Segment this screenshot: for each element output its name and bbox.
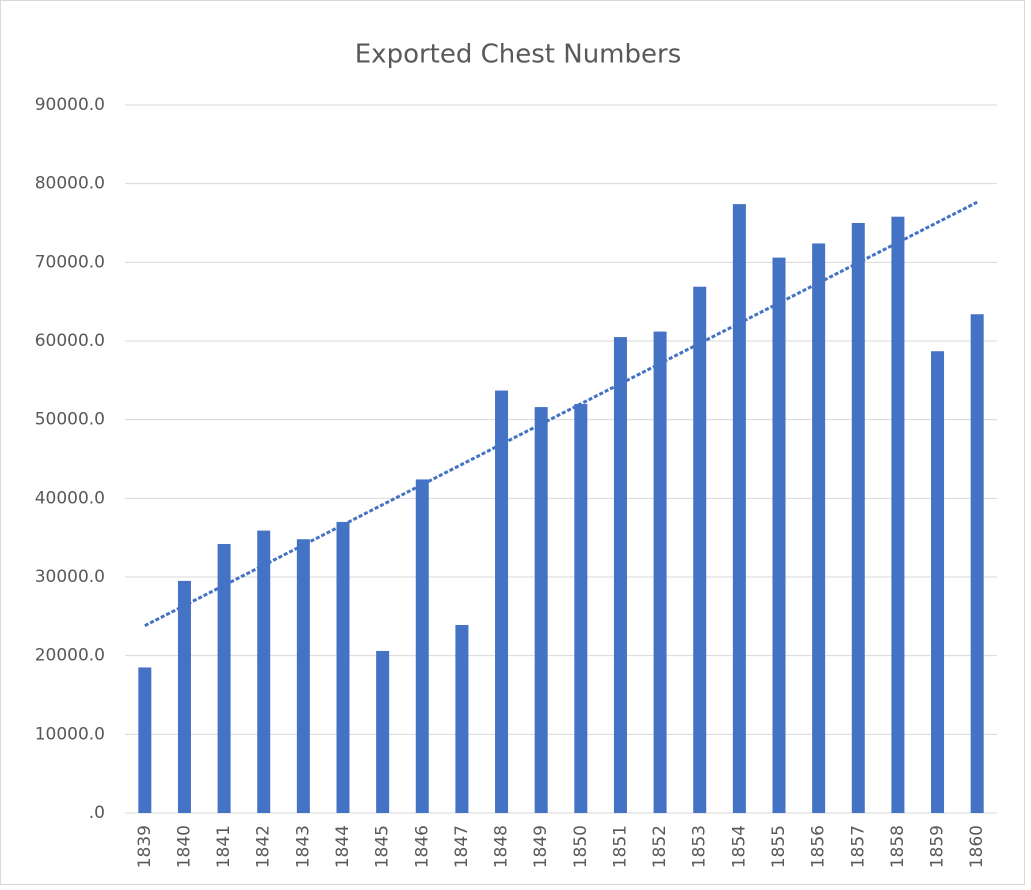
bar bbox=[296, 539, 310, 813]
bar bbox=[455, 624, 469, 813]
bar bbox=[613, 337, 627, 813]
x-tick-label: 1845 bbox=[373, 825, 393, 868]
y-tick-label: 60000.0 bbox=[35, 331, 105, 351]
y-tick-label: 90000.0 bbox=[35, 95, 105, 115]
bar bbox=[138, 667, 152, 813]
chart-title: Exported Chest Numbers bbox=[355, 40, 682, 70]
bar bbox=[217, 543, 231, 813]
x-tick-label: 1840 bbox=[174, 825, 194, 868]
x-tick-label: 1844 bbox=[333, 825, 353, 868]
x-tick-label: 1849 bbox=[531, 825, 551, 868]
y-tick-label: .0 bbox=[89, 803, 105, 823]
bar bbox=[931, 351, 945, 813]
bar bbox=[891, 216, 905, 813]
x-tick-label: 1855 bbox=[769, 825, 789, 868]
x-tick-label: 1839 bbox=[135, 825, 155, 868]
x-tick-label: 1843 bbox=[293, 825, 313, 868]
y-tick-label: 40000.0 bbox=[35, 488, 105, 508]
bar bbox=[495, 390, 509, 813]
x-tick-label: 1856 bbox=[809, 825, 829, 868]
x-tick-label: 1857 bbox=[848, 825, 868, 868]
x-tick-label: 1854 bbox=[729, 825, 749, 868]
x-tick-label: 1848 bbox=[492, 825, 512, 868]
bar bbox=[772, 257, 786, 813]
y-tick-label: 30000.0 bbox=[35, 567, 105, 587]
x-tick-label: 1850 bbox=[571, 825, 591, 868]
x-tick-label: 1859 bbox=[928, 825, 948, 868]
y-tick-label: 20000.0 bbox=[35, 646, 105, 666]
x-tick-label: 1853 bbox=[690, 825, 710, 868]
x-tick-label: 1860 bbox=[967, 825, 987, 868]
y-tick-label: 70000.0 bbox=[35, 252, 105, 272]
bar bbox=[336, 521, 350, 813]
x-tick-label: 1847 bbox=[452, 825, 472, 868]
bar bbox=[653, 331, 667, 813]
bar bbox=[257, 530, 271, 813]
y-tick-label: 10000.0 bbox=[35, 724, 105, 744]
x-tick-label: 1852 bbox=[650, 825, 670, 868]
x-tick-label: 1846 bbox=[412, 825, 432, 868]
bar bbox=[376, 650, 390, 813]
bar bbox=[415, 479, 429, 813]
x-tick-label: 1858 bbox=[888, 825, 908, 868]
x-tick-label: 1841 bbox=[214, 825, 234, 868]
bar bbox=[970, 314, 984, 813]
bar bbox=[732, 204, 746, 813]
x-tick-label: 1842 bbox=[254, 825, 274, 868]
y-tick-label: 50000.0 bbox=[35, 410, 105, 430]
x-tick-label: 1851 bbox=[610, 825, 630, 868]
bar bbox=[851, 223, 865, 813]
bar bbox=[693, 286, 707, 814]
bar bbox=[177, 580, 191, 813]
bar bbox=[812, 243, 826, 813]
bar bbox=[574, 403, 588, 813]
y-tick-label: 80000.0 bbox=[35, 174, 105, 194]
bar bbox=[534, 407, 548, 813]
